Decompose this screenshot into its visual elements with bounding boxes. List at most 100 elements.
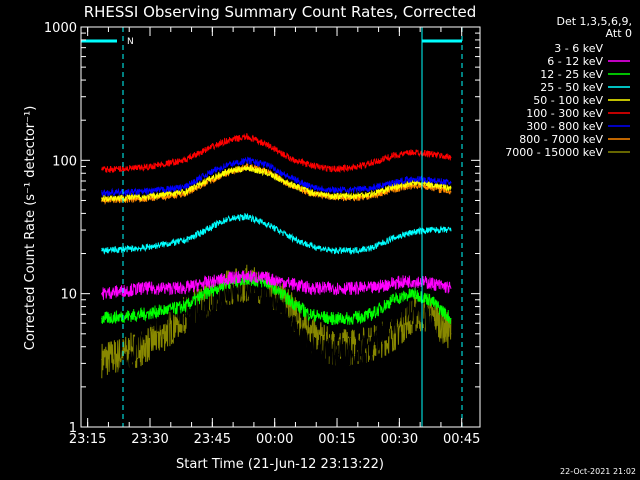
data-point	[142, 287, 144, 289]
data-point	[288, 282, 290, 284]
data-point	[329, 195, 331, 197]
data-point	[142, 167, 144, 169]
data-point	[450, 191, 452, 193]
data-point	[205, 180, 207, 182]
data-point	[184, 240, 186, 242]
x-tick-label: 00:45	[443, 432, 480, 447]
data-point	[450, 229, 452, 231]
data-point	[138, 333, 140, 335]
data-point	[304, 346, 306, 348]
data-point	[321, 353, 323, 356]
data-point	[205, 229, 207, 231]
series-line	[101, 132, 452, 173]
data-point	[388, 322, 390, 324]
x-tick-label: 00:00	[256, 432, 293, 447]
data-point	[412, 280, 415, 282]
data-point	[371, 162, 373, 164]
data-point	[246, 136, 248, 138]
data-point	[142, 247, 144, 249]
y-tick-label: 1	[69, 421, 77, 436]
x-tick-label: 00:30	[381, 432, 418, 447]
data-point	[412, 293, 415, 295]
data-point	[350, 195, 352, 197]
data-point	[142, 191, 144, 193]
legend-label: 6 - 12 keV	[547, 55, 603, 68]
data-point	[371, 313, 373, 315]
data-point	[429, 153, 431, 155]
series-line	[101, 270, 452, 300]
data-point	[429, 299, 431, 301]
legend-label: 50 - 100 keV	[533, 94, 603, 107]
data-point	[329, 168, 331, 170]
x-tick-label: 23:45	[194, 432, 231, 447]
data-point	[350, 189, 352, 191]
data-point	[429, 229, 431, 231]
y-axis-label: Corrected Count Rate (s⁻¹ detector⁻¹)	[23, 106, 38, 351]
legend-label: 300 - 800 keV	[526, 120, 603, 133]
data-point	[101, 293, 103, 295]
data-point	[267, 171, 269, 173]
data-point	[246, 275, 248, 277]
data-point	[101, 359, 103, 361]
data-point	[392, 155, 394, 157]
series-line	[101, 264, 452, 379]
data-point	[429, 183, 431, 185]
legend-entry: 300 - 800 keV	[526, 120, 630, 133]
data-point	[288, 176, 290, 178]
data-point	[205, 306, 207, 308]
data-point	[225, 171, 228, 173]
data-point	[142, 346, 144, 348]
series-line	[101, 265, 452, 428]
data-point	[437, 346, 439, 348]
plot-frame	[80, 26, 481, 428]
legend-entry: 100 - 300 keV	[526, 107, 630, 120]
data-point	[184, 306, 186, 308]
legend-label: 800 - 7000 keV	[519, 133, 603, 146]
data-point	[221, 293, 223, 295]
data-point	[288, 235, 290, 237]
data-point	[329, 189, 331, 191]
data-point	[142, 196, 144, 198]
legend-label: 7000 - 15000 keV	[505, 146, 603, 159]
data-point	[412, 178, 415, 180]
x-tick-label: 23:15	[69, 432, 106, 447]
data-point	[184, 159, 186, 161]
legend-label: 25 - 50 keV	[540, 81, 603, 94]
data-point	[309, 191, 311, 193]
series-line	[101, 165, 452, 203]
data-point	[450, 287, 452, 289]
data-point	[205, 149, 207, 151]
data-point	[309, 244, 311, 246]
data-point	[429, 322, 431, 324]
data-point	[246, 215, 248, 217]
data-point	[371, 247, 373, 249]
data-point	[205, 282, 207, 284]
series-100-300-kev	[101, 132, 452, 173]
series-6-12-kev	[101, 270, 452, 300]
data-point	[392, 182, 394, 184]
data-point	[246, 167, 248, 169]
legend-entry: 12 - 25 keV	[540, 68, 630, 81]
data-point	[412, 182, 415, 184]
legend-label: 12 - 25 keV	[540, 68, 603, 81]
legend-entry: 50 - 100 keV	[533, 94, 630, 107]
y-tick-label: 10	[60, 288, 77, 303]
data-point	[429, 282, 431, 284]
data-point	[205, 174, 207, 176]
x-tick-label: 00:15	[318, 432, 355, 447]
data-point	[246, 159, 248, 161]
y-tick-label: 1000	[44, 21, 77, 36]
data-point	[184, 287, 186, 289]
data-point	[101, 197, 103, 199]
data-point	[350, 250, 352, 252]
data-point	[288, 299, 290, 301]
data-point	[450, 156, 452, 159]
data-point	[184, 186, 186, 188]
data-point	[404, 306, 406, 308]
series-50-100-kev	[101, 165, 452, 203]
legend-label: 3 - 6 keV	[554, 42, 603, 55]
data-point	[267, 172, 269, 174]
data-point	[271, 299, 273, 301]
data-point	[392, 282, 394, 284]
